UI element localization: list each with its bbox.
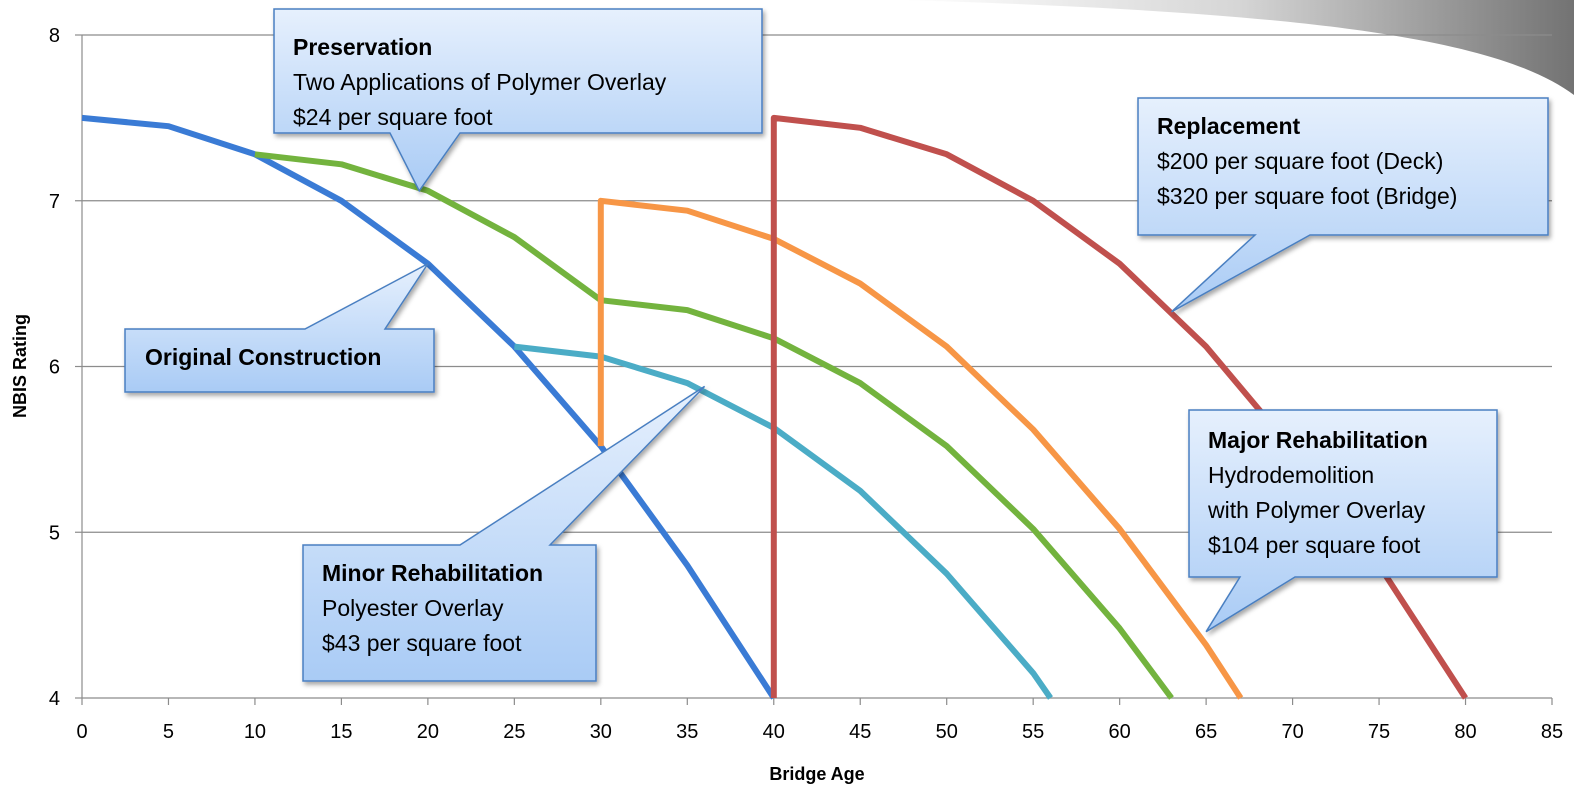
callout-preservation: Preservation Two Applications of Polymer … — [273, 8, 763, 193]
x-tick-label: 70 — [1281, 721, 1303, 743]
callout-line: Two Applications of Polymer Overlay — [293, 69, 667, 95]
callout-box — [124, 263, 435, 393]
x-tick-label: 40 — [763, 721, 785, 743]
callout-line: with Polymer Overlay — [1207, 497, 1426, 523]
x-tick-label: 60 — [1109, 721, 1131, 743]
callout-box — [302, 385, 706, 682]
callout-line: $43 per square foot — [322, 630, 522, 656]
x-tick-label: 50 — [936, 721, 958, 743]
series-line-4 — [597, 197, 1244, 700]
y-tick-label: 8 — [49, 25, 60, 47]
callout-box — [273, 8, 763, 193]
callout-line: $200 per square foot (Deck) — [1157, 148, 1443, 174]
x-tick-label: 45 — [849, 721, 871, 743]
x-tick-label: 30 — [590, 721, 612, 743]
x-tick-label: 10 — [244, 721, 266, 743]
x-tick-label: 25 — [503, 721, 525, 743]
callout-minor: Minor Rehabilitation Polyester Overlay $43… — [302, 385, 706, 682]
x-tick-label: 5 — [163, 721, 174, 743]
callout-box — [1137, 97, 1549, 313]
x-tick-label: 35 — [676, 721, 698, 743]
callout-line: $24 per square foot — [293, 104, 493, 130]
callout-line: $320 per square foot (Bridge) — [1157, 183, 1457, 209]
y-tick-label: 6 — [49, 357, 60, 379]
callout-line: $104 per square foot — [1208, 532, 1421, 558]
callouts: Preservation Two Applications of Polymer … — [124, 8, 1549, 682]
callout-line: Hydrodemolition — [1208, 462, 1374, 488]
series-lines — [81, 114, 1469, 700]
callout-box — [1188, 409, 1498, 633]
series-line-2 — [254, 151, 1174, 700]
callout-replacement: Replacement $200 per square foot (Deck) $3… — [1137, 97, 1549, 313]
x-tick-label: 55 — [1022, 721, 1044, 743]
y-tick-label: 4 — [49, 688, 60, 710]
callout-original: Original Construction — [124, 263, 435, 393]
x-tick-label: 85 — [1541, 721, 1563, 743]
decorative-swoosh — [900, 0, 1574, 95]
x-tick-label: 80 — [1454, 721, 1476, 743]
y-axis-title: NBIS Rating — [10, 314, 30, 418]
callout-major: Major Rehabilitation Hydrodemolition with … — [1188, 409, 1498, 633]
callout-line: Polyester Overlay — [322, 595, 504, 621]
callout-title: Original Construction — [145, 344, 381, 370]
callout-title: Preservation — [293, 34, 432, 60]
callout-title: Major Rehabilitation — [1208, 427, 1428, 453]
x-tick-label: 65 — [1195, 721, 1217, 743]
x-tick-label: 15 — [330, 721, 352, 743]
y-tick-label: 7 — [49, 191, 60, 213]
x-tick-label: 75 — [1368, 721, 1390, 743]
series-line-3 — [514, 343, 1053, 700]
callout-title: Replacement — [1157, 113, 1301, 139]
x-axis-title: Bridge Age — [769, 764, 864, 784]
callout-title: Minor Rehabilitation — [322, 560, 543, 586]
y-tick-label: 5 — [49, 522, 60, 544]
x-tick-label: 0 — [76, 721, 87, 743]
x-tick-label: 20 — [417, 721, 439, 743]
